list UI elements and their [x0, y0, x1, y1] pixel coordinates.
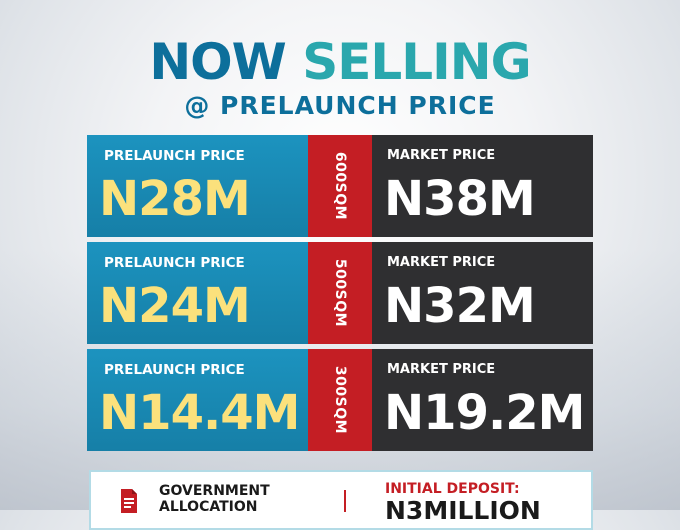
size-strip: 600SQM [308, 135, 372, 237]
allocation-line-2: ALLOCATION [159, 499, 258, 515]
market-label: MARKET PRICE [387, 255, 496, 270]
prelaunch-panel: PRELAUNCH PRICE N28M [87, 135, 308, 237]
market-price: N38M [384, 171, 536, 227]
plot-size: 500SQM [332, 258, 348, 328]
title-word-selling: SELLING [302, 33, 531, 91]
info-divider [344, 490, 346, 512]
prelaunch-price: N24M [99, 278, 251, 334]
market-panel: MARKET PRICE N38M [372, 135, 593, 237]
deposit-label: INITIAL DEPOSIT: [385, 481, 520, 497]
size-strip: 500SQM [308, 242, 372, 344]
prelaunch-label: PRELAUNCH PRICE [104, 362, 245, 378]
prelaunch-panel: PRELAUNCH PRICE N24M [87, 242, 308, 344]
prelaunch-price: N14.4M [99, 385, 300, 441]
market-price: N32M [384, 278, 536, 334]
allocation-line-1: GOVERNMENT [159, 483, 270, 499]
market-panel: MARKET PRICE N32M [372, 242, 593, 344]
price-row-600sqm: PRELAUNCH PRICE N28M 600SQM MARKET PRICE… [87, 135, 593, 237]
market-panel: MARKET PRICE N19.2M [372, 349, 593, 451]
market-label: MARKET PRICE [387, 362, 496, 377]
prelaunch-panel: PRELAUNCH PRICE N14.4M [87, 349, 308, 451]
allocation-text: GOVERNMENT ALLOCATION [159, 483, 309, 515]
market-label: MARKET PRICE [387, 148, 496, 163]
document-icon [121, 489, 137, 513]
prelaunch-label: PRELAUNCH PRICE [104, 255, 245, 271]
title-word-now: NOW [149, 33, 287, 91]
plot-size: 600SQM [332, 151, 348, 221]
price-row-500sqm: PRELAUNCH PRICE N24M 500SQM MARKET PRICE… [87, 242, 593, 344]
page-subtitle: @ PRELAUNCH PRICE [184, 91, 496, 120]
market-price: N19.2M [384, 385, 585, 441]
page-title: NOW SELLING [0, 32, 680, 92]
info-box: GOVERNMENT ALLOCATION INITIAL DEPOSIT: N… [89, 470, 593, 530]
price-row-300sqm: PRELAUNCH PRICE N14.4M 300SQM MARKET PRI… [87, 349, 593, 451]
prelaunch-price: N28M [99, 171, 251, 227]
prelaunch-label: PRELAUNCH PRICE [104, 148, 245, 164]
deposit-value: N3MILLION [385, 496, 541, 525]
plot-size: 300SQM [332, 365, 348, 435]
size-strip: 300SQM [308, 349, 372, 451]
